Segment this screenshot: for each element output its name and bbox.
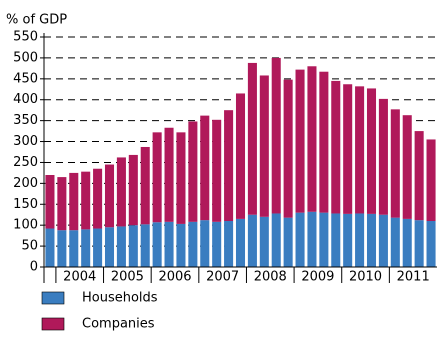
bar-segment <box>140 146 150 225</box>
x-tick-label: 2004 <box>63 270 96 285</box>
y-tick-label: 200 <box>13 176 38 191</box>
bar-segment <box>247 214 257 267</box>
y-tick-label: 50 <box>21 239 38 254</box>
bar-segment <box>212 221 222 267</box>
y-tick-label: 150 <box>13 197 38 212</box>
bar-segment <box>247 62 257 215</box>
bar-segment <box>343 84 353 214</box>
bar-segment <box>414 131 424 221</box>
y-tick-label: 400 <box>13 92 38 107</box>
y-tick-label: 250 <box>13 155 38 170</box>
x-tick-label: 2006 <box>158 270 191 285</box>
x-tick-label: 2007 <box>206 270 239 285</box>
x-tick-label: 2005 <box>111 270 144 285</box>
x-tick-label: 2009 <box>301 270 334 285</box>
bar-segment <box>224 221 234 267</box>
x-tick-label: 2010 <box>349 270 382 285</box>
bar-segment <box>200 220 210 267</box>
bar-segment <box>69 230 79 267</box>
bar-segment <box>319 212 329 267</box>
bar-segment <box>104 227 115 267</box>
bar-segment <box>307 211 317 267</box>
legend-label: Households <box>82 291 158 306</box>
bar-segment <box>104 164 115 228</box>
y-axis-label: % of GDP <box>6 13 67 28</box>
y-tick-label: 100 <box>13 218 38 233</box>
bar-segment <box>426 139 436 221</box>
bar-segment <box>128 154 138 226</box>
y-tick-label: 500 <box>13 50 38 65</box>
bar-segment <box>212 119 222 222</box>
bar-segment <box>271 213 281 267</box>
bar-segment <box>57 177 67 231</box>
bar-segment <box>69 172 79 231</box>
bar-segment <box>283 79 293 218</box>
bar-segment <box>93 228 103 267</box>
bar-segment <box>235 93 246 219</box>
bar-segment <box>307 66 317 212</box>
bar-segment <box>402 115 412 219</box>
bar-segment <box>164 221 174 267</box>
bar-segment <box>188 221 198 267</box>
bar-segment <box>355 213 365 267</box>
bar-segment <box>224 110 234 221</box>
x-tick-label: 2011 <box>397 270 430 285</box>
bar-segment <box>390 217 400 267</box>
bar-segment <box>366 88 377 214</box>
bar-segment <box>343 213 353 267</box>
y-tick-label: 550 <box>13 30 38 45</box>
bar-segment <box>331 213 341 267</box>
bar-segment <box>140 224 150 267</box>
bar-segment <box>355 86 365 214</box>
bar-segment <box>259 216 269 267</box>
bar-segment <box>271 57 281 214</box>
bar-segment <box>81 171 91 230</box>
bar-segment <box>283 217 293 267</box>
bar-segment <box>402 218 412 267</box>
bar-segment <box>81 229 91 267</box>
bar-segment <box>414 220 424 267</box>
bar-segment <box>295 69 305 213</box>
bar-segment <box>235 218 246 267</box>
bar-segment <box>116 226 126 267</box>
bar-segment <box>116 157 126 227</box>
y-tick-label: 450 <box>13 71 38 86</box>
x-tick-label: 2008 <box>254 270 287 285</box>
bar-segment <box>378 98 388 215</box>
y-tick-label: 350 <box>13 113 38 128</box>
legend-swatch <box>41 317 65 331</box>
bar-segment <box>93 168 103 229</box>
bar-segment <box>188 121 198 222</box>
bar-segment <box>390 109 400 218</box>
bar-segment <box>366 213 377 267</box>
bar-segment <box>164 127 174 222</box>
legend-swatch <box>41 291 65 305</box>
bar-segment <box>57 230 67 267</box>
bar-segment <box>152 222 162 267</box>
legend-label: Companies <box>82 317 155 332</box>
bar-segment <box>319 71 329 213</box>
bar-segment <box>128 225 138 267</box>
y-tick-label: 300 <box>13 134 38 149</box>
bar-segment <box>378 214 388 267</box>
bar-segment <box>176 223 186 267</box>
bar-segment <box>176 132 186 224</box>
bar-segment <box>200 115 210 221</box>
y-tick-label: 0 <box>30 260 38 275</box>
bar-segment <box>331 80 341 214</box>
bar-segment <box>259 75 269 217</box>
bar-segment <box>45 175 55 229</box>
bar-segment <box>152 132 162 223</box>
bar-segment <box>45 228 55 267</box>
bar-segment <box>426 221 436 267</box>
bar-segment <box>295 212 305 267</box>
